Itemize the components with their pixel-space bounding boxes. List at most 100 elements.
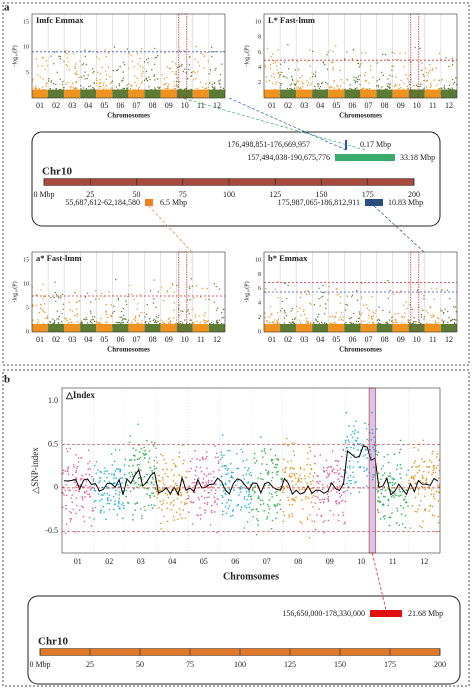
index-dot bbox=[202, 482, 205, 484]
snp-dot bbox=[76, 315, 79, 317]
snp-dot bbox=[404, 312, 406, 314]
snp-dot bbox=[86, 318, 88, 321]
index-dot bbox=[110, 453, 113, 455]
chromosome-label: 12 bbox=[445, 335, 453, 344]
index-dot bbox=[352, 476, 355, 478]
index-dot bbox=[173, 519, 176, 521]
snp-dot bbox=[147, 322, 150, 325]
index-dot bbox=[102, 494, 104, 496]
snp-dot bbox=[79, 322, 82, 324]
y-axis-label: -log₁₀(P) bbox=[243, 281, 250, 302]
index-dot bbox=[370, 438, 373, 441]
snp-band bbox=[376, 89, 393, 98]
snp-dot bbox=[166, 76, 168, 79]
snp-band bbox=[128, 89, 145, 98]
snp-dot bbox=[408, 81, 410, 83]
snp-dot bbox=[120, 310, 123, 313]
index-dot bbox=[197, 477, 200, 480]
snp-dot bbox=[41, 309, 43, 311]
index-dot bbox=[338, 492, 341, 495]
snp-band bbox=[408, 89, 425, 98]
index-dot bbox=[131, 519, 134, 521]
snp-dot bbox=[175, 319, 178, 321]
index-dot bbox=[257, 477, 259, 479]
snp-dot bbox=[36, 322, 38, 324]
snp-dot bbox=[204, 319, 206, 322]
snp-dot bbox=[408, 83, 411, 86]
snp-dot bbox=[441, 289, 443, 291]
snp-dot bbox=[442, 322, 444, 324]
snp-dot bbox=[316, 83, 319, 85]
index-dot bbox=[68, 510, 71, 513]
index-dot bbox=[391, 512, 393, 514]
index-dot bbox=[227, 467, 230, 470]
snp-dot bbox=[103, 87, 105, 89]
snp-dot bbox=[41, 86, 43, 88]
snp-dot bbox=[85, 63, 88, 66]
x-axis-label: Chromosomes bbox=[339, 346, 382, 354]
snp-dot bbox=[360, 297, 363, 300]
index-dot bbox=[248, 491, 251, 493]
index-dot bbox=[399, 504, 402, 507]
map-tick-label: 0 Mbp bbox=[29, 660, 50, 669]
snp-dot bbox=[368, 87, 371, 90]
index-dot bbox=[274, 491, 276, 494]
index-dot bbox=[419, 479, 421, 482]
index-dot bbox=[304, 477, 306, 480]
snp-dot bbox=[137, 63, 139, 65]
snp-dot bbox=[163, 299, 165, 302]
index-dot bbox=[387, 504, 390, 507]
index-dot bbox=[306, 463, 308, 466]
snp-dot bbox=[357, 62, 359, 65]
snp-dot bbox=[322, 61, 325, 63]
snp-dot bbox=[451, 318, 454, 321]
snp-dot bbox=[35, 294, 38, 296]
snp-dot bbox=[450, 319, 453, 321]
index-dot bbox=[117, 500, 120, 503]
snp-band bbox=[112, 324, 129, 332]
snp-dot bbox=[451, 64, 454, 66]
index-dot bbox=[428, 486, 430, 488]
chromosome-label: 09 bbox=[165, 335, 173, 344]
index-dot bbox=[415, 466, 417, 468]
index-dot bbox=[392, 494, 394, 497]
index-dot bbox=[270, 460, 273, 462]
panel-b-border bbox=[2, 369, 470, 687]
index-dot bbox=[349, 492, 352, 495]
highlight-box bbox=[178, 13, 188, 99]
index-dot bbox=[151, 476, 154, 479]
snp-dot bbox=[190, 278, 192, 280]
snp-dot bbox=[109, 82, 112, 85]
snp-dot bbox=[368, 309, 371, 312]
snp-dot bbox=[332, 51, 334, 53]
snp-dot bbox=[350, 317, 353, 319]
snp-dot bbox=[84, 78, 86, 80]
snp-dot bbox=[324, 81, 327, 84]
index-dot bbox=[257, 519, 259, 522]
index-dot bbox=[349, 467, 351, 469]
index-dot bbox=[338, 480, 341, 483]
snp-dot bbox=[215, 321, 218, 323]
index-dot bbox=[309, 472, 311, 475]
snp-dot bbox=[72, 53, 75, 55]
snp-dot bbox=[271, 75, 273, 77]
index-dot bbox=[209, 524, 212, 526]
index-dot bbox=[354, 482, 356, 484]
index-dot bbox=[312, 506, 314, 508]
snp-dot bbox=[166, 87, 169, 90]
index-dot bbox=[331, 469, 334, 472]
snp-dot bbox=[293, 83, 296, 85]
index-dot bbox=[388, 524, 391, 527]
index-dot bbox=[187, 497, 190, 500]
region-size: 21.68 Mbp bbox=[408, 609, 443, 618]
index-dot bbox=[147, 504, 150, 507]
x-axis-label: Chromosomes bbox=[107, 346, 150, 354]
chromosome-label: 12 bbox=[445, 101, 453, 110]
index-dot bbox=[154, 488, 157, 491]
snp-dot bbox=[430, 82, 432, 84]
index-dot bbox=[332, 468, 335, 470]
region-range: 176,498,851-176,669,957 bbox=[227, 140, 310, 149]
index-dot bbox=[327, 499, 330, 501]
chromosome-label: 07 bbox=[133, 101, 141, 110]
chromosome-label: 01 bbox=[268, 101, 276, 110]
